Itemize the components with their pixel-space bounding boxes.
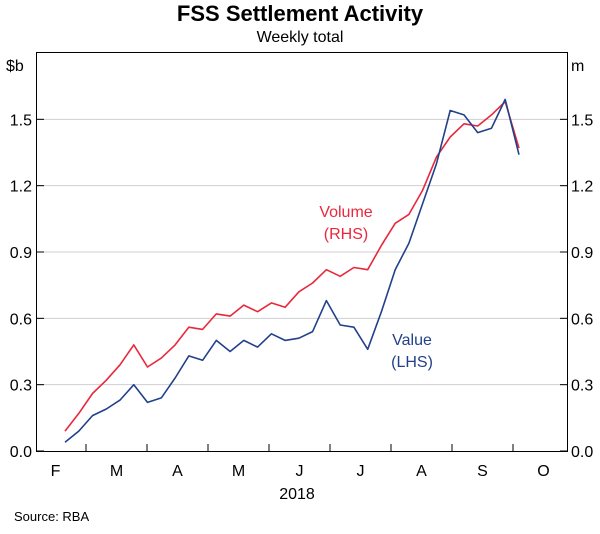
gridlines	[37, 118, 567, 386]
plot-frame	[36, 52, 568, 452]
y-tick-label-right-4: 1.2	[571, 179, 593, 196]
x-year-label: 2018	[279, 486, 315, 503]
y-tick-label-left-2: 0.6	[10, 311, 32, 328]
y-tick-label-right-5: 1.5	[571, 112, 593, 129]
x-tick-label-6: A	[416, 463, 427, 480]
y-tick-label-left-0: 0.0	[10, 444, 32, 461]
x-tick-label-1: M	[110, 463, 123, 480]
left-axis-unit: $b	[6, 58, 24, 75]
y-tick-label-right-1: 0.3	[571, 378, 593, 395]
x-tick-label-3: M	[232, 463, 245, 480]
value-annotation-name: Value	[392, 332, 432, 349]
series-layer	[64, 98, 520, 443]
volume-annotation-name: Volume	[319, 204, 372, 221]
value-annotation-axis: (LHS)	[391, 354, 433, 371]
y-tick-label-right-0: 0.0	[571, 444, 593, 461]
value-line	[64, 98, 520, 443]
y-tick-label-left-4: 1.2	[10, 179, 32, 196]
chart-subtitle: Weekly total	[256, 29, 344, 46]
x-tick-label-2: A	[172, 463, 183, 480]
source-note: Source: RBA	[14, 509, 90, 524]
right-axis-unit: m	[571, 58, 584, 75]
volume-annotation-axis: (RHS)	[324, 226, 368, 243]
volume-line	[64, 100, 520, 432]
y-tick-label-right-3: 0.9	[571, 245, 593, 262]
x-tick-label-0: F	[51, 463, 61, 480]
x-tick-label-7: S	[477, 463, 488, 480]
y-ticks: 0.0 0.0 0.3 0.3 0.6 0.6 0.9 0.9 1.2 1.2 1.5 1.5	[10, 112, 594, 461]
y-tick-label-left-3: 0.9	[10, 245, 32, 262]
chart-title: FSS Settlement Activity	[176, 1, 424, 26]
y-tick-label-left-1: 0.3	[10, 378, 32, 395]
y-tick-label-left-5: 1.5	[10, 112, 32, 129]
x-tick-label-8: O	[537, 463, 549, 480]
x-tick-label-5: J	[357, 463, 365, 480]
x-tick-label-4: J	[296, 463, 304, 480]
y-tick-label-right-2: 0.6	[571, 311, 593, 328]
